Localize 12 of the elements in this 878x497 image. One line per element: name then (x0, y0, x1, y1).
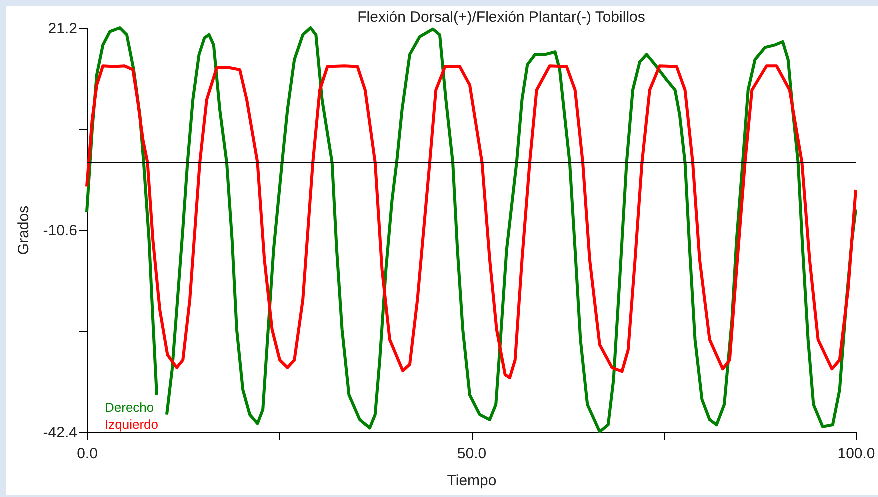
y-tick-label: -10.6 (43, 222, 78, 240)
y-tick-label: 21.2 (48, 20, 78, 38)
text: Izquierdo (105, 417, 158, 432)
x-tick-label: 100.0 (838, 446, 876, 462)
y-axis-title: Grados (15, 206, 32, 256)
y-tick-label: -42.4 (43, 424, 78, 442)
x-axis-title: Tiempo (447, 472, 497, 490)
line-series (86, 64, 858, 380)
chart-title: Flexión Dorsal(+)/Flexión Plantar(-) Tobillos (358, 9, 646, 26)
series-label: Derecho (105, 400, 154, 415)
x-tick-label: 50.0 (457, 446, 487, 462)
x-tick-label: 0.0 (77, 446, 98, 462)
